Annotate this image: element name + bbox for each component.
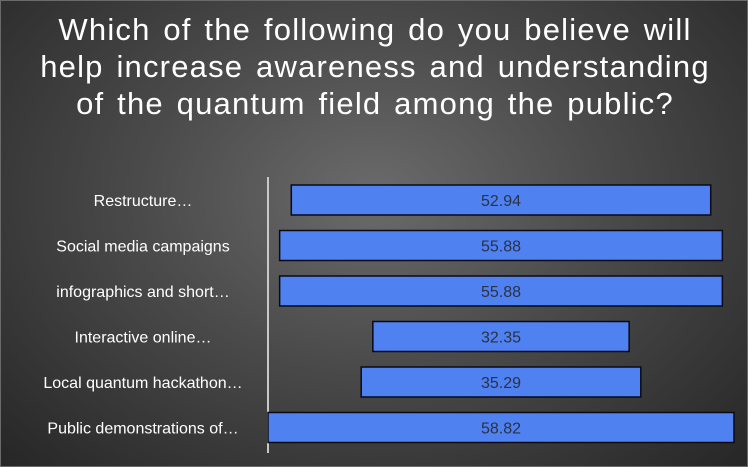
bar-0 — [290, 184, 712, 216]
data-label-3: 32.35 — [481, 330, 521, 347]
category-label-4: Local quantum hackathon… — [43, 375, 242, 392]
bar-2 — [278, 275, 724, 307]
bar-4 — [360, 366, 642, 398]
category-label-5: Public demonstrations of… — [47, 421, 238, 438]
category-label-1: Social media campaigns — [56, 239, 229, 256]
data-label-1: 55.88 — [481, 239, 521, 256]
data-label-0: 52.94 — [481, 193, 521, 210]
data-label-5: 58.82 — [481, 421, 521, 438]
bar-5 — [267, 411, 735, 444]
data-label-4: 35.29 — [481, 375, 521, 392]
category-label-0: Restructure… — [94, 193, 193, 210]
category-label-2: infographics and short… — [56, 284, 229, 301]
category-label-3: Interactive online… — [75, 330, 212, 347]
bar-1 — [278, 229, 724, 262]
chart-title: Which of the following do you believe wi… — [40, 12, 710, 121]
data-label-2: 55.88 — [481, 284, 521, 301]
bar-3 — [372, 320, 630, 353]
